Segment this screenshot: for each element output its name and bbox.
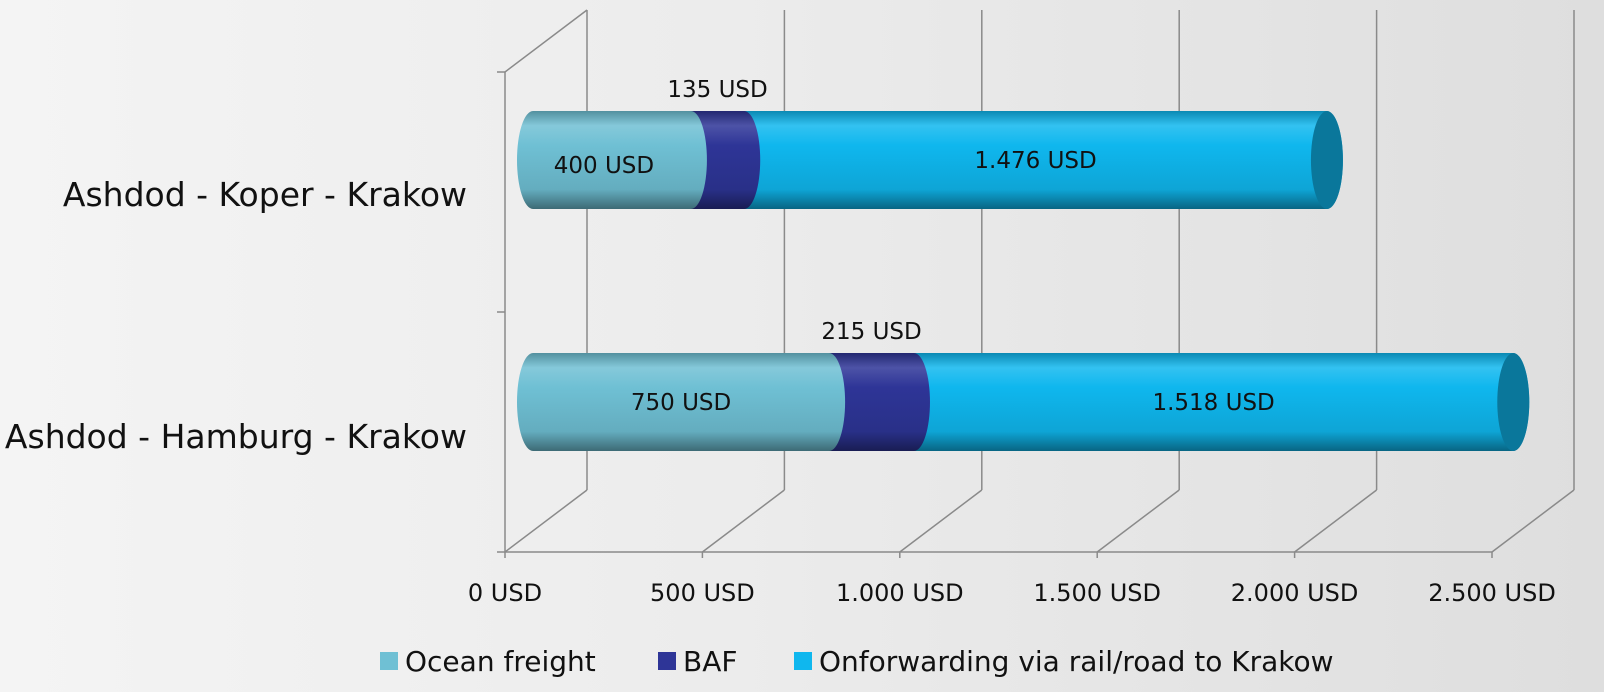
bar-segment-onforwarding-via-rail-road-to-krakow — [728, 111, 1343, 209]
data-label: 1.518 USD — [1152, 390, 1274, 416]
legend: Ocean freight BAF Onforwarding via rail/ro… — [380, 645, 1334, 678]
floor-line — [1096, 489, 1180, 553]
bar-segment-ocean-freight — [517, 353, 846, 451]
x-tick-label: 0 USD — [468, 579, 542, 607]
legend-swatch — [658, 652, 676, 670]
floor-line — [1491, 489, 1575, 553]
legend-swatch — [794, 652, 812, 670]
x-tick-label: 2.500 USD — [1428, 579, 1556, 607]
bar-segment-ocean-freight — [517, 111, 707, 209]
x-tick-label: 1.500 USD — [1033, 579, 1161, 607]
floor-line — [701, 489, 785, 553]
x-tick-label: 1.000 USD — [836, 579, 964, 607]
x-tick-label: 2.000 USD — [1231, 579, 1359, 607]
data-label: 750 USD — [631, 390, 731, 416]
floor-line — [1294, 489, 1378, 553]
legend-label: Onforwarding via rail/road to Krakow — [819, 645, 1334, 678]
floor-line — [899, 489, 983, 553]
left-wall-top-edge — [504, 9, 588, 73]
data-label: 400 USD — [554, 153, 654, 179]
bar-end-cap — [1497, 353, 1530, 451]
x-tick-label: 500 USD — [650, 579, 755, 607]
data-label: 135 USD — [667, 77, 767, 103]
data-label: 1.476 USD — [974, 148, 1096, 174]
bar-end-cap — [1310, 111, 1343, 209]
data-label: 215 USD — [821, 319, 921, 345]
legend-label: Ocean freight — [405, 645, 596, 678]
legend-swatch — [380, 652, 398, 670]
labels: 400 USD 135 USD 1.476 USD Ashdod - Koper - … — [5, 77, 1275, 456]
category-label: Ashdod - Koper - Krakow — [63, 175, 467, 214]
bar-segment-onforwarding-via-rail-road-to-krakow — [897, 353, 1530, 451]
legend-label: BAF — [683, 645, 737, 678]
grid: 0 USD 500 USD 1.000 USD 1.500 USD 2.000 USD 2… — [468, 9, 1575, 607]
floor-line — [504, 489, 588, 553]
category-label: Ashdod - Hamburg - Krakow — [5, 417, 467, 456]
bars — [517, 111, 1530, 451]
